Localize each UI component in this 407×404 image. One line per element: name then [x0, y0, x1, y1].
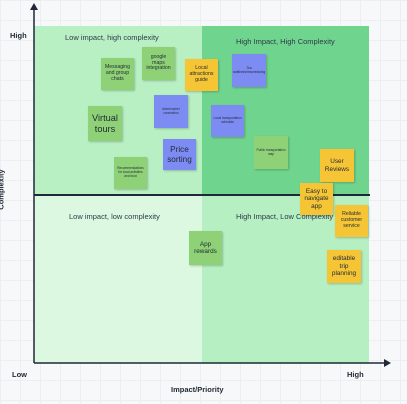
sticky-note-driver-connection[interactable]: driver/owner connection	[154, 95, 188, 128]
horizontal-divider	[34, 194, 370, 196]
x-axis-title: Impact/Priority	[171, 385, 224, 394]
sticky-note-price-sorting[interactable]: Price sorting	[163, 139, 196, 170]
sticky-note-virtual-tours[interactable]: Virtual tours	[88, 106, 122, 141]
quadrant-label-top-left: Low impact, high complexity	[65, 33, 159, 42]
sticky-note-tsa-wait[interactable]: Tsa waittimes/rescheduling	[232, 54, 266, 87]
x-axis-high-label: High	[347, 370, 364, 379]
quadrant-label-bottom-right: High Impact, Low Complexity	[236, 212, 334, 221]
sticky-note-recommendations[interactable]: Recommendations for local activities and…	[114, 157, 147, 189]
sticky-note-user-reviews[interactable]: User Reviews	[320, 149, 354, 182]
sticky-note-reliable-service[interactable]: Reliable customer service	[335, 205, 368, 237]
y-axis-high-label: High	[10, 31, 27, 40]
x-axis-arrowhead	[384, 359, 391, 367]
quadrant-low-impact-low-complexity	[34, 195, 202, 363]
sticky-note-editable-trip[interactable]: editable trip planning	[327, 250, 361, 283]
sticky-note-messaging[interactable]: Messaging and group chats	[101, 58, 134, 90]
sticky-note-local-attractions[interactable]: Local attractions guide	[185, 59, 218, 91]
quadrant-label-bottom-left: Low impact, low complexity	[69, 212, 160, 221]
sticky-note-app-rewards[interactable]: App rewards	[189, 231, 222, 265]
y-axis-title: Complexity	[0, 169, 6, 210]
quadrant-label-top-right: High Impact, High Complexity	[236, 37, 335, 46]
sticky-note-local-transport[interactable]: Local transportation schedule	[211, 105, 244, 137]
sticky-note-public-transport-map[interactable]: Public transportation map	[254, 136, 288, 169]
sticky-note-google-maps[interactable]: google maps integration	[142, 47, 175, 80]
sticky-note-easy-navigate[interactable]: Easy to navigate app	[300, 183, 333, 215]
y-axis-arrowhead	[30, 3, 38, 10]
x-axis-low-label: Low	[12, 370, 27, 379]
